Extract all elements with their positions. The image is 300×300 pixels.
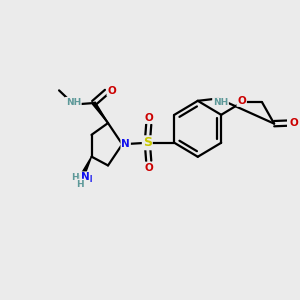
Text: O: O [107,86,116,96]
Polygon shape [92,102,108,123]
Text: S: S [143,136,152,149]
Polygon shape [81,157,92,177]
Text: H: H [71,173,79,182]
Text: N: N [84,175,92,184]
Text: NH: NH [213,98,228,107]
Text: N: N [121,139,130,149]
Text: O: O [237,96,246,106]
Text: O: O [144,113,153,123]
Text: O: O [144,163,153,172]
Text: N: N [81,172,90,182]
Text: H: H [76,179,84,188]
Text: H: H [74,175,81,184]
Text: O: O [290,118,298,128]
Text: NH: NH [66,98,81,107]
